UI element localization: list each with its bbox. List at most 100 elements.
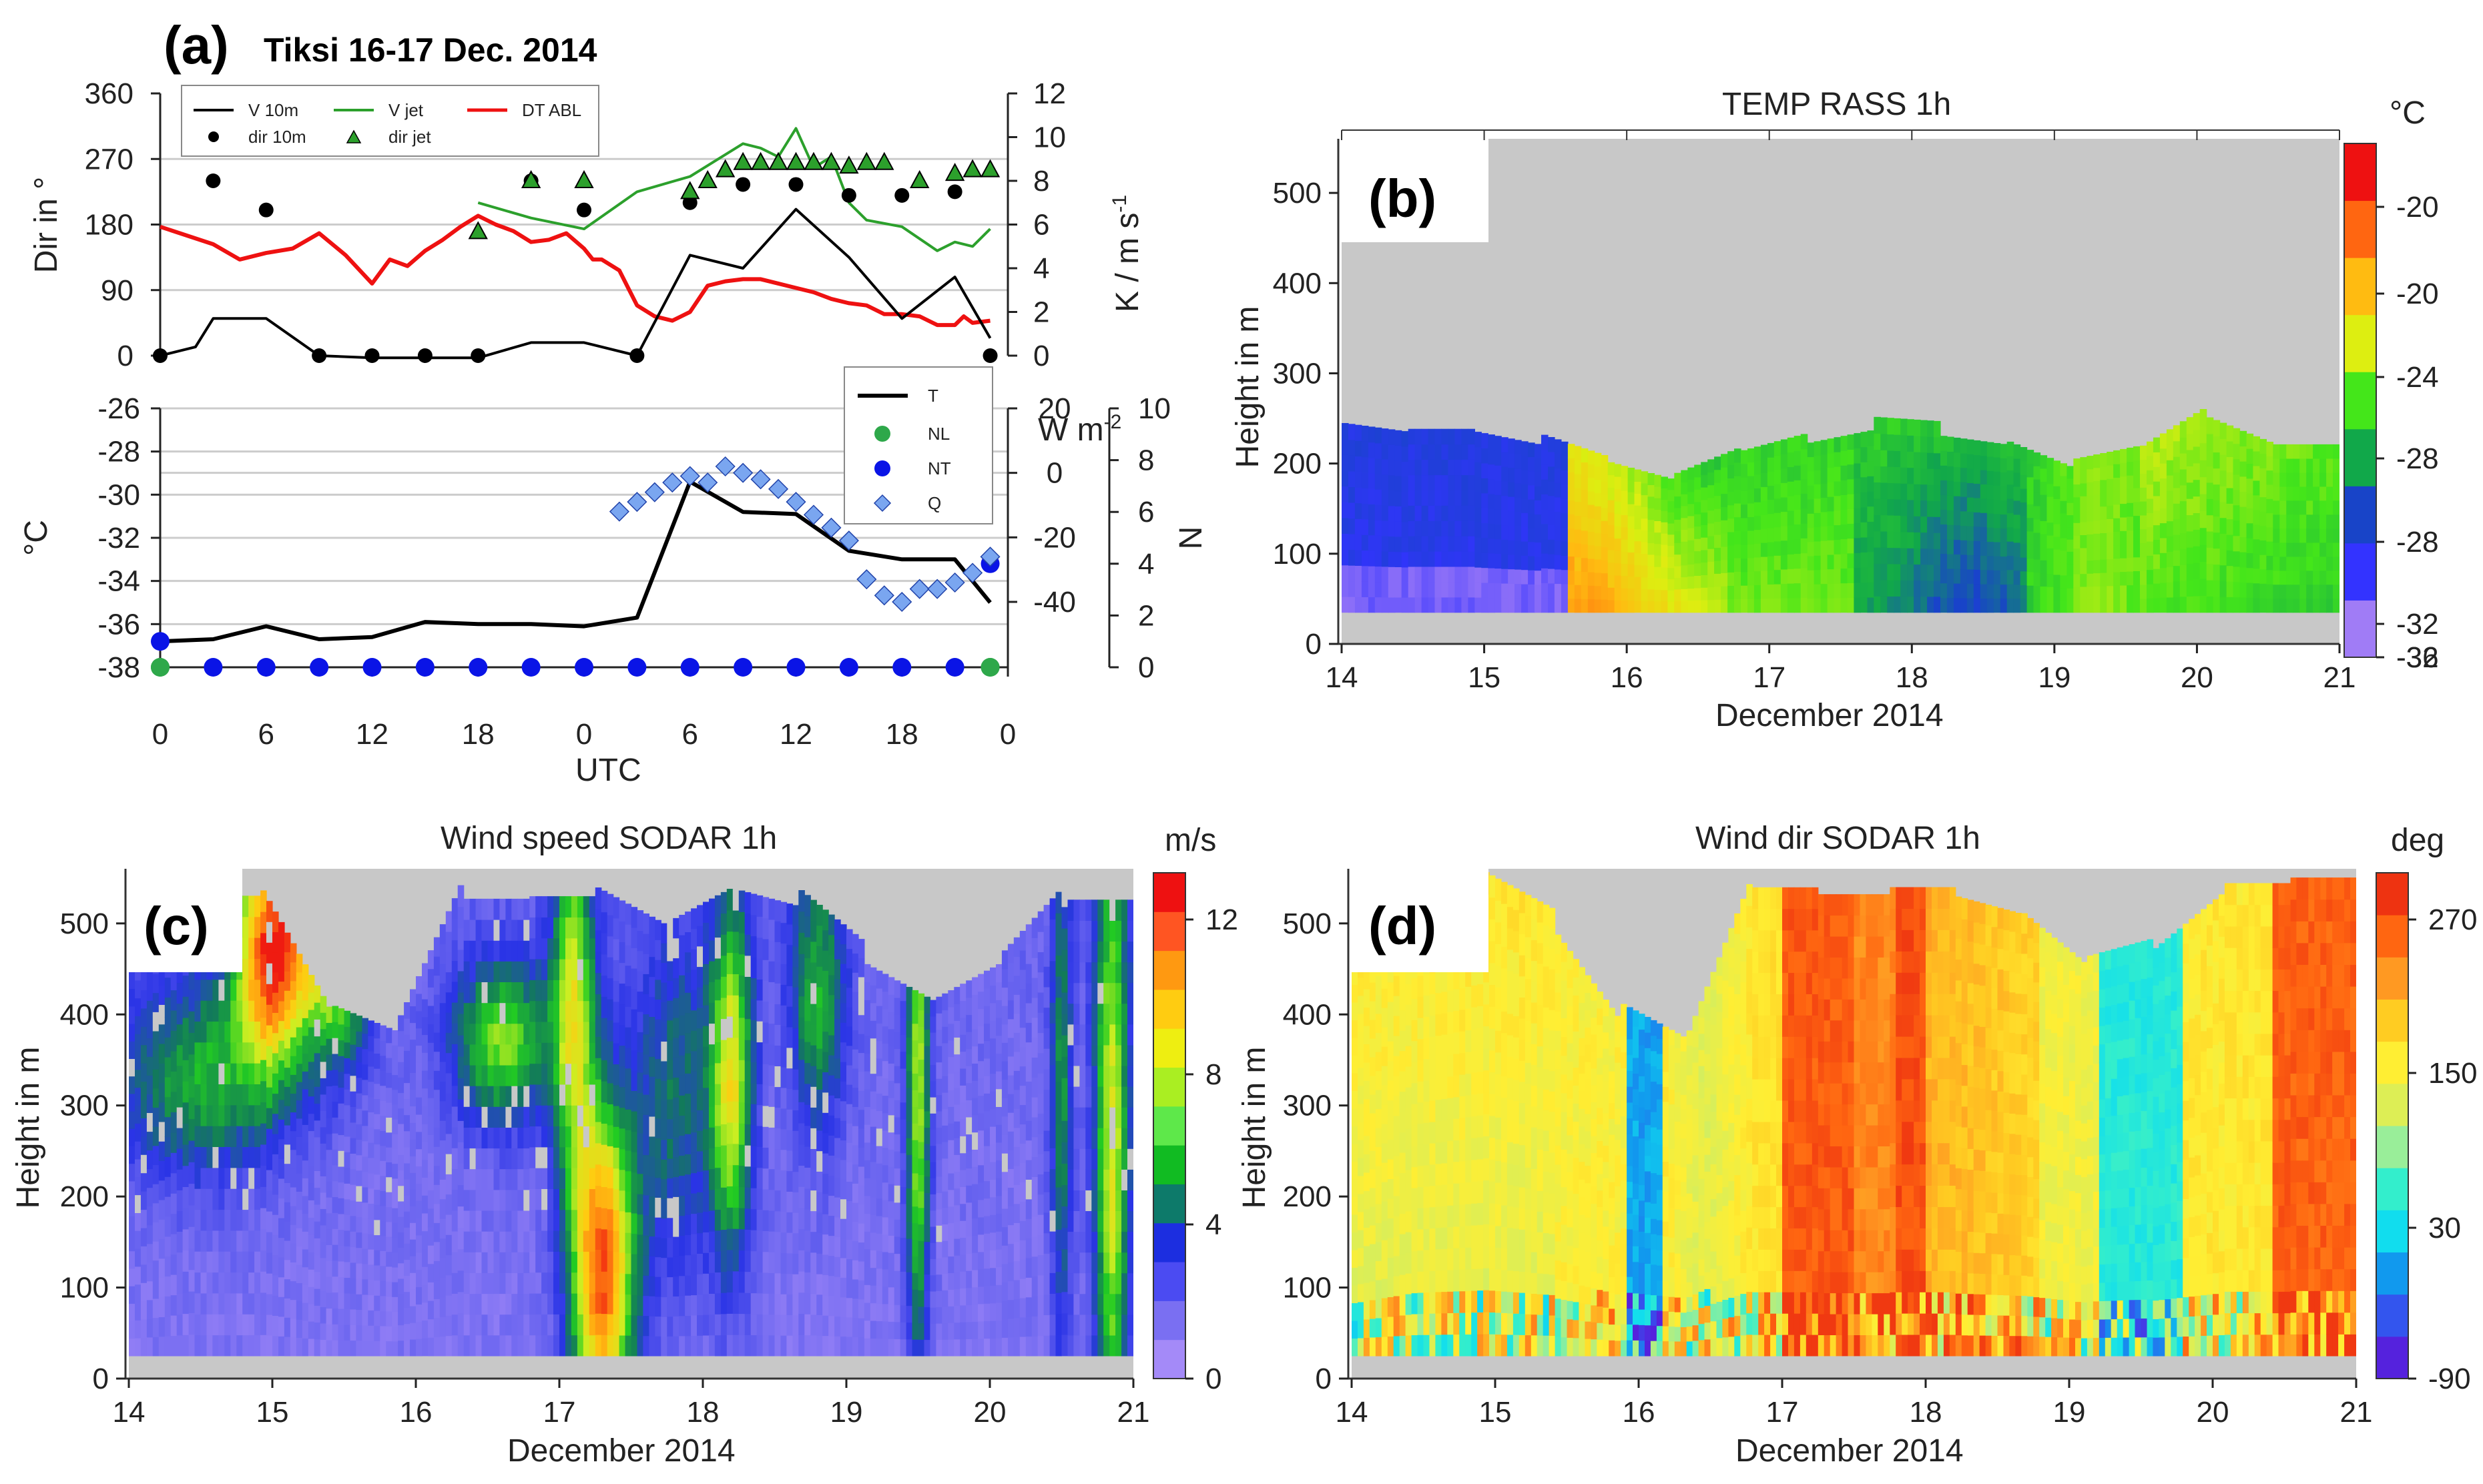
b-cell — [1973, 454, 1981, 470]
b-cell — [1541, 597, 1549, 613]
c-cell — [463, 1335, 471, 1357]
b-cell — [1561, 555, 1569, 571]
b-cell — [2147, 526, 2154, 542]
b-cell — [2213, 500, 2221, 517]
c-cell — [738, 1208, 746, 1230]
c-cell — [834, 939, 841, 960]
c-cell — [248, 1209, 255, 1231]
c-cell — [852, 1279, 859, 1299]
c-cell — [422, 1338, 429, 1357]
c-cell — [553, 1105, 560, 1127]
c-cell — [427, 1060, 435, 1080]
c-cell — [679, 1155, 685, 1176]
c-cell — [176, 1293, 184, 1315]
b-cell — [1874, 466, 1881, 482]
c-cell — [242, 1188, 249, 1210]
c-cell — [637, 1315, 644, 1337]
c-cell — [750, 1188, 758, 1210]
c-cell — [738, 1271, 746, 1293]
c-cell — [750, 1335, 758, 1357]
c-cell — [822, 1193, 829, 1214]
c-cell — [398, 1232, 404, 1248]
c-cell — [888, 1286, 895, 1305]
c-cell — [876, 1338, 883, 1357]
a-bot-n-tick-label: 6 — [1138, 496, 1154, 528]
c-cell — [164, 1276, 172, 1296]
c-cell — [200, 1084, 208, 1106]
c-cell — [565, 896, 572, 917]
c-cell — [529, 1042, 536, 1064]
b-cell — [2319, 542, 2327, 557]
c-cell — [266, 942, 273, 964]
c-cell — [619, 1335, 626, 1357]
c-cell — [840, 983, 847, 1004]
b-cell — [2020, 571, 2028, 585]
b-cell — [2033, 532, 2041, 546]
c-cell — [619, 1293, 626, 1315]
c-cell — [152, 1260, 160, 1280]
c-cell — [535, 980, 542, 1002]
c-cell — [631, 1029, 638, 1050]
c-cell — [756, 1000, 764, 1022]
b-cell — [1681, 505, 1688, 518]
b-cell — [1488, 434, 1495, 450]
b-ytick-label: 400 — [1273, 267, 1322, 300]
b-cell — [1694, 489, 1701, 502]
c-cell — [410, 1189, 417, 1206]
c-cell — [804, 1314, 811, 1336]
c-cell — [439, 1022, 447, 1043]
c-cell — [816, 1232, 823, 1254]
c-cell — [433, 1279, 441, 1299]
c-cell — [726, 889, 734, 911]
b-cell — [1880, 482, 1888, 499]
c-cell — [344, 1292, 351, 1309]
c-cell — [792, 1048, 799, 1070]
b-cell — [2219, 502, 2227, 518]
c-cell — [547, 896, 554, 917]
c-cell — [822, 950, 829, 971]
c-cell — [176, 962, 184, 984]
b-cell — [1741, 571, 1748, 586]
c-cell — [679, 1335, 685, 1357]
c-cell — [457, 906, 465, 929]
b-cell — [2286, 514, 2293, 529]
c-cell — [368, 1341, 374, 1357]
b-cell — [1401, 461, 1409, 477]
b-cell — [2147, 541, 2154, 556]
c-cell — [302, 1320, 309, 1339]
b-cell — [1394, 567, 1402, 583]
b-cell — [2100, 466, 2107, 480]
b-cell — [1973, 526, 1981, 541]
c-cell — [332, 1180, 339, 1198]
b-cell — [2319, 598, 2327, 613]
c-cell — [565, 1188, 572, 1210]
b-cell — [1767, 499, 1775, 514]
b-cell — [2147, 484, 2154, 499]
b-cell — [2206, 482, 2214, 499]
b-cell — [2153, 510, 2161, 526]
b-cell — [1501, 480, 1508, 496]
c-cell — [768, 1002, 776, 1024]
c-cell — [272, 972, 279, 993]
c-cell — [786, 903, 793, 925]
b-cell — [1508, 482, 1515, 497]
b-cell — [1727, 532, 1735, 546]
c-cell — [846, 1200, 853, 1221]
b-cell — [2153, 437, 2161, 452]
legend-nl-marker — [874, 426, 890, 442]
c-cell — [816, 1007, 823, 1028]
b-cell — [2199, 426, 2207, 444]
c-cell — [523, 1314, 530, 1336]
b-cell — [1381, 535, 1389, 552]
c-cell — [804, 1250, 811, 1272]
b-xtick-label: 15 — [1468, 661, 1500, 694]
c-cell — [416, 1252, 423, 1270]
c-cell — [655, 1217, 661, 1238]
b-cell — [1753, 585, 1761, 599]
c-cell — [673, 938, 679, 959]
b-cell — [2186, 530, 2194, 548]
b-cell — [1814, 498, 1822, 513]
b-cell — [2326, 472, 2333, 487]
b-cell — [1687, 564, 1695, 577]
c-cell — [703, 1315, 710, 1336]
